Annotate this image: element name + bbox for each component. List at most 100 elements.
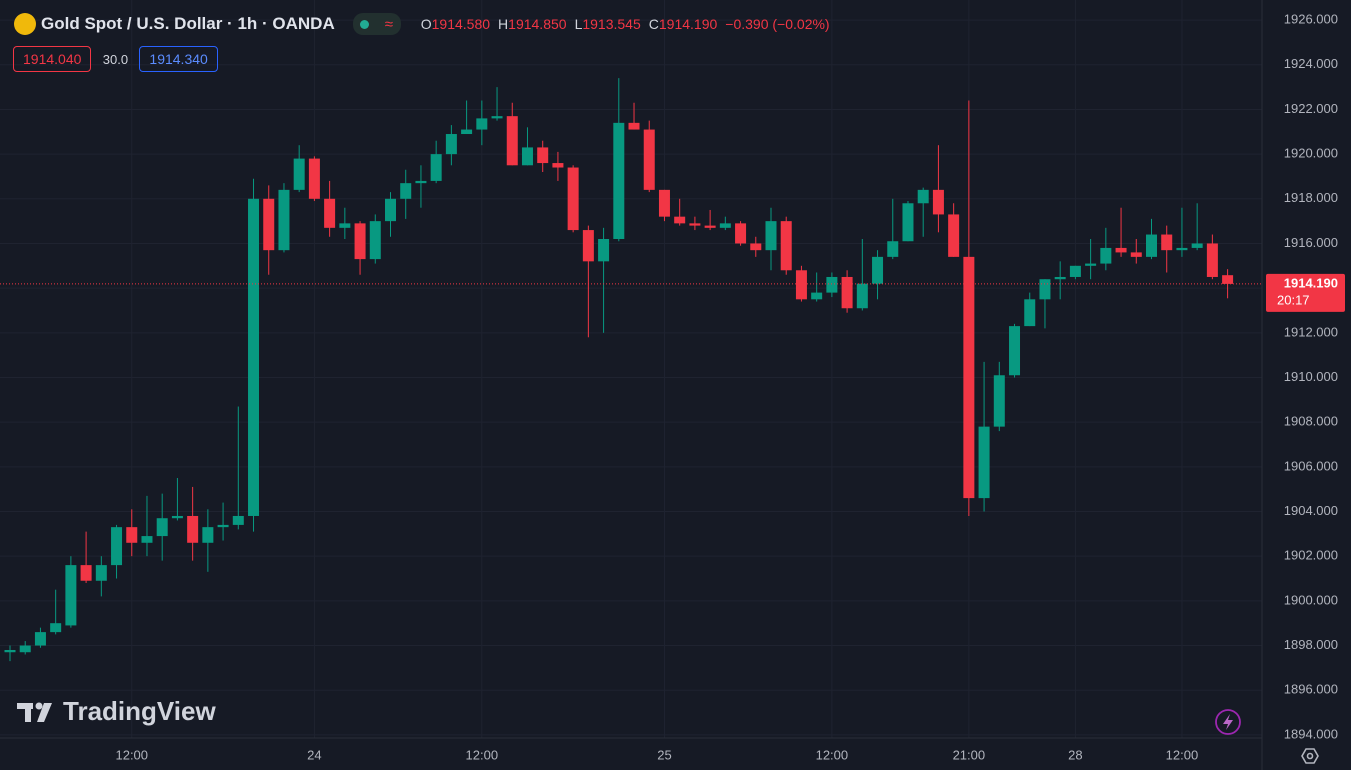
y-tick-label: 1908.000 [1284,414,1338,429]
candle-body [582,230,594,262]
candle-body [1130,252,1142,257]
candle-body [400,183,412,199]
y-tick-label: 1924.000 [1284,56,1338,71]
candle-body [263,198,275,251]
settings-icon[interactable] [1301,748,1319,764]
ohlc-item: H1914.850 [498,16,567,32]
candle-body [598,239,610,262]
candle-body [324,198,336,228]
y-tick-label: 1918.000 [1284,190,1338,205]
x-tick-label: 24 [307,747,321,762]
candle-body [643,129,655,190]
candle-body [735,223,747,244]
y-tick-label: 1906.000 [1284,458,1338,473]
candle-body [521,147,533,166]
alert-icon[interactable] [1215,709,1241,735]
y-tick-label: 1922.000 [1284,101,1338,116]
candle-body [537,147,549,164]
x-tick-label: 25 [657,747,671,762]
candle-body [506,116,518,166]
ohlc-value: 1914.190 [658,16,718,32]
candle-body [187,515,199,543]
y-tick-label: 1904.000 [1284,503,1338,518]
y-tick-label: 1912.000 [1284,324,1338,339]
y-tick-label: 1926.000 [1284,12,1338,27]
x-tick-label: 28 [1068,747,1082,762]
candle-body [202,527,214,543]
buy-button[interactable]: 1914.340 [139,46,218,72]
y-tick-label: 1894.000 [1284,726,1338,741]
y-tick-label: 1900.000 [1284,592,1338,607]
candle-body [491,116,503,119]
candle-body [65,565,77,626]
candle-body [978,426,990,499]
candle-body [917,189,929,204]
candle-body [278,189,290,251]
candle-body [415,180,427,184]
x-tick-label: 21:00 [953,747,986,762]
candle-body [1191,243,1203,248]
candle-body [95,565,107,581]
candle-body [50,623,62,633]
ohlc-key: L [574,16,583,32]
ohlc-item: O1914.580 [421,16,490,32]
ohlc-value: 1914.850 [508,16,567,32]
candle-body [704,225,716,228]
y-tick-label: 1920.000 [1284,146,1338,161]
candle-body [4,649,16,653]
x-tick-label: 12:00 [466,747,499,762]
candle-body [126,527,138,543]
trade-buttons: 1914.040 30.0 1914.340 [13,46,218,72]
candle-body [826,276,838,293]
candle-body [232,515,244,525]
candle-body [111,527,123,566]
candle-body [339,223,351,228]
symbol-logo [14,13,36,35]
candle-body [552,163,564,168]
candle-body [780,221,792,271]
candle-body [658,189,670,217]
candle-body [887,241,899,257]
x-tick-label: 12:00 [115,747,148,762]
candle-body [369,221,381,260]
candle-body [765,221,777,251]
sell-button[interactable]: 1914.040 [13,46,92,72]
status-pill[interactable]: ≈ [352,13,401,35]
candle-body [354,223,366,260]
ohlc-item: C1914.190 [649,16,718,32]
candle-body [841,276,853,309]
candle-body [1176,247,1188,251]
candle-body [1206,243,1218,277]
y-tick-label: 1916.000 [1284,235,1338,250]
candle-body [1009,326,1021,376]
candle-body [1100,247,1112,264]
candle-body [948,214,960,257]
candle-body [171,515,183,519]
symbol-title: Gold Spot / U.S. Dollar · 1h · OANDA [41,14,335,33]
candle-body [34,632,46,646]
candle-body [19,645,31,653]
price-change: −0.390 (−0.02%) [725,16,830,32]
ohlc-item: L1913.545 [575,16,641,32]
candle-body [856,283,868,309]
candle-body [993,375,1005,427]
candle-body [963,256,975,499]
candle-body [1085,263,1097,266]
candle-body [1222,275,1234,284]
candle-body [674,216,686,224]
candle-body [902,203,914,242]
candle-body [1161,234,1173,251]
candle-body [719,223,731,228]
ohlc-value: 1914.580 [431,16,491,32]
candle-body [689,223,701,226]
candle-body [613,122,625,240]
y-tick-label: 1898.000 [1284,637,1338,652]
candle-body [476,118,488,130]
y-tick-label: 1910.000 [1284,369,1338,384]
candle-body [811,292,823,300]
candle-body [308,158,320,199]
watermark: TradingView [63,696,216,726]
